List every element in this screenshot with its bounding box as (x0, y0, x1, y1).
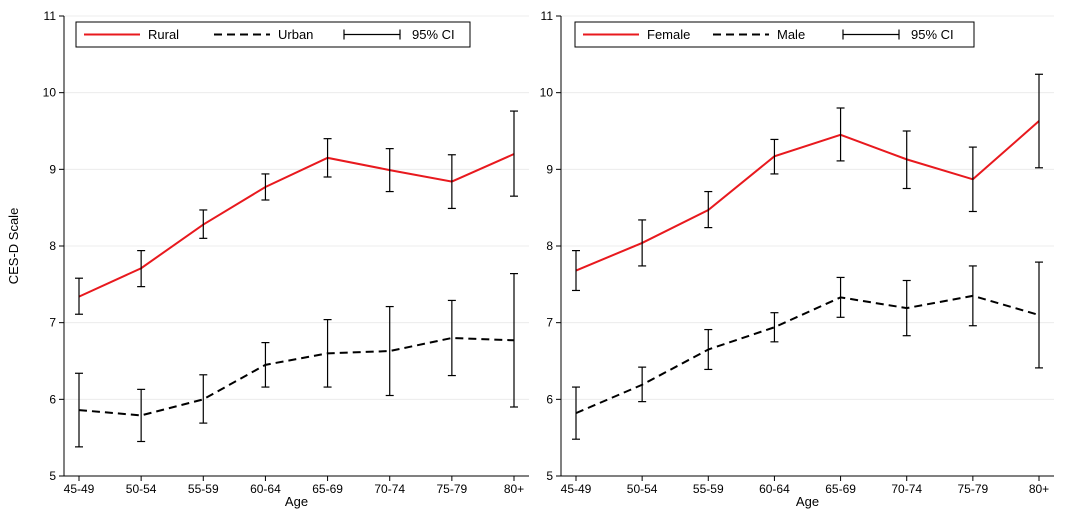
y-axis-title: CES-D Scale (6, 208, 21, 285)
y-tick-label: 6 (546, 392, 553, 406)
ci-bar (770, 312, 779, 343)
y-tick-label: 5 (49, 469, 56, 483)
ci-bar (510, 273, 518, 408)
x-tick-label: 55-59 (188, 482, 219, 496)
y-tick-label: 6 (49, 392, 56, 406)
ci-bar (704, 190, 713, 229)
x-tick-label: 50-54 (627, 482, 658, 496)
x-tick-label: 80+ (1029, 482, 1049, 496)
x-tick-label: 80+ (504, 482, 524, 496)
ci-bar (75, 372, 83, 448)
chart-panel-female-male: 5 6 7 8 9 10 11 45-49 50-54 55-59 60-64 65-69 70-74 7… (540, 9, 1054, 509)
legend: Rural Urban 95% CI (75, 21, 471, 48)
y-tick-label: 7 (546, 316, 553, 330)
legend-label-urban: Urban (278, 27, 313, 42)
series-line-urban (78, 336, 515, 417)
y-tick-label: 10 (43, 86, 57, 100)
x-tick-label: 70-74 (374, 482, 405, 496)
legend-label-ci: 95% CI (911, 27, 954, 42)
y-tick-label: 9 (546, 162, 553, 176)
ci-bar (137, 250, 146, 288)
ci-bar (447, 154, 456, 210)
ci-bar (447, 299, 456, 377)
y-tick-label: 7 (49, 316, 56, 330)
ci-bar (638, 366, 647, 403)
legend-label-male: Male (777, 27, 805, 42)
legend-label-rural: Rural (148, 27, 179, 42)
y-tick-label: 8 (546, 239, 553, 253)
ci-bar (323, 319, 332, 388)
ci-bar (1035, 261, 1043, 369)
ci-bar (836, 276, 845, 318)
x-axis-title: Age (796, 494, 819, 509)
ci-bar (261, 173, 270, 201)
y-tick-label: 5 (546, 469, 553, 483)
ci-bar (770, 138, 779, 175)
legend-label-female: Female (647, 27, 690, 42)
x-tick-label: 45-49 (64, 482, 95, 496)
ci-bar (75, 277, 83, 315)
ci-bar (572, 386, 580, 440)
ci-bar (261, 342, 270, 388)
ci-bar (199, 374, 208, 424)
series-line-male (575, 294, 1040, 415)
x-tick-label: 60-64 (759, 482, 790, 496)
x-tick-label: 70-74 (891, 482, 922, 496)
ci-bar (199, 209, 208, 239)
x-tick-label: 55-59 (693, 482, 724, 496)
ci-bar (638, 219, 647, 267)
legend-box (75, 21, 471, 48)
ci-bar (510, 110, 518, 197)
x-tick-label: 75-79 (958, 482, 989, 496)
series-line-female (575, 120, 1040, 272)
ci-bar (572, 250, 580, 292)
ci-bar (836, 107, 845, 162)
legend: Female Male 95% CI (574, 21, 975, 48)
y-tick-label: 9 (49, 162, 56, 176)
chart-panel-rural-urban: 5 6 7 8 9 10 11 45-49 50-54 55-59 60-64 65-69 70-74 7… (43, 9, 529, 509)
ci-bar (968, 265, 977, 327)
x-tick-label: 65-69 (312, 482, 343, 496)
ci-bar (704, 328, 713, 371)
x-axis-title: Age (285, 494, 308, 509)
y-tick-label: 10 (540, 86, 554, 100)
ci-bar (902, 279, 911, 337)
y-tick-label: 8 (49, 239, 56, 253)
ci-bar (323, 138, 332, 178)
x-tick-label: 75-79 (437, 482, 468, 496)
y-tick-label: 11 (44, 9, 57, 23)
ci-bar (385, 305, 394, 397)
ci-bar (385, 148, 394, 193)
ci-bar (968, 146, 977, 213)
ci-bar (902, 130, 911, 190)
ci-bar (1035, 73, 1043, 169)
ci-bar (137, 388, 146, 443)
y-tick-label: 11 (541, 9, 554, 23)
series-line-rural (78, 153, 515, 298)
legend-box (574, 21, 975, 48)
x-tick-label: 50-54 (126, 482, 157, 496)
legend-label-ci: 95% CI (412, 27, 455, 42)
x-tick-label: 65-69 (825, 482, 856, 496)
x-tick-label: 60-64 (250, 482, 281, 496)
x-tick-label: 45-49 (561, 482, 592, 496)
